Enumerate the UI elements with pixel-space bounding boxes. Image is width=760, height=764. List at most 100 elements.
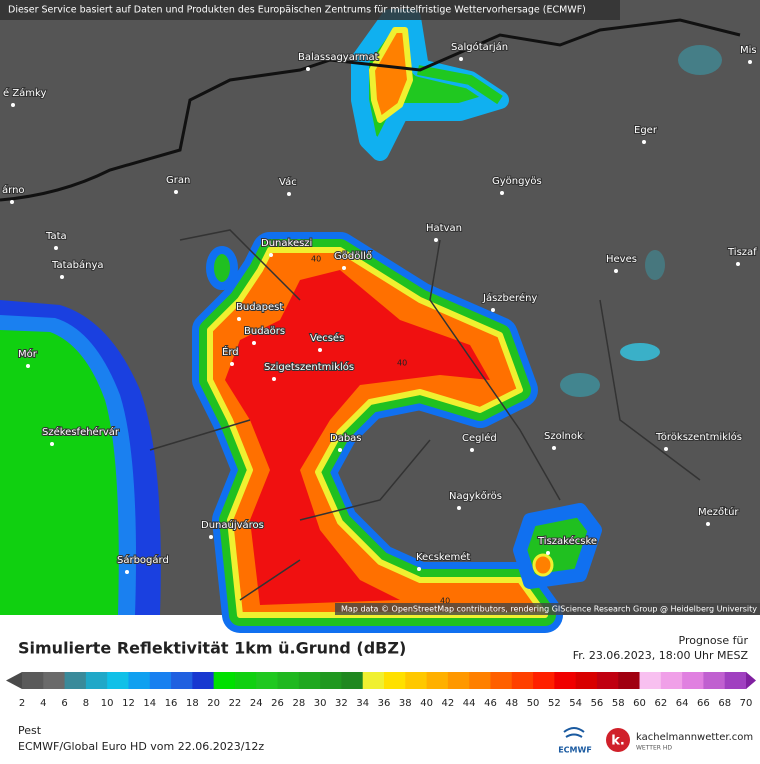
place-label: Vác: [279, 176, 297, 188]
place-dot: [342, 266, 346, 270]
place-dot: [736, 262, 740, 266]
place-dot: [252, 341, 256, 345]
colorbar-tick-label: 68: [718, 698, 731, 709]
place-label: Szolnok: [544, 431, 583, 442]
place-dot: [748, 60, 752, 64]
place-label: Eger: [634, 125, 658, 136]
title: Simulierte Reflektivität 1km ü.Grund (dB…: [18, 639, 406, 658]
banner: Dieser Service basiert auf Daten und Pro…: [8, 5, 586, 16]
colorbar-segment: [490, 672, 513, 689]
place-label: Hatvan: [426, 223, 462, 234]
colorbar-tick-label: 20: [207, 698, 220, 709]
colorbar-tick-label: 42: [442, 698, 455, 709]
colorbar-segment: [639, 672, 662, 689]
place-dot: [26, 364, 30, 368]
place-label: árno: [2, 184, 25, 196]
place-label: Budaörs: [244, 326, 285, 337]
colorbar-tick-label: 40: [420, 698, 433, 709]
svg-text:k.: k.: [611, 734, 625, 749]
place-dot: [457, 506, 461, 510]
colorbar-tick-label: 14: [143, 698, 156, 709]
place-dot: [10, 200, 14, 204]
colorbar-tick-label: 16: [165, 698, 178, 709]
colorbar-segment: [277, 672, 300, 689]
place-label: Dabas: [330, 433, 362, 444]
colorbar-tick-label: 10: [101, 698, 114, 709]
place-label: Dunaújváros: [201, 519, 264, 531]
place-dot: [54, 246, 58, 250]
colorbar-segment: [234, 672, 257, 689]
colorbar-segment: [171, 672, 193, 689]
place-dot: [306, 67, 310, 71]
colorbar-tick-label: 54: [569, 698, 582, 709]
colorbar-segment: [192, 672, 215, 689]
place-label: Tatabánya: [51, 259, 104, 271]
place-dot: [706, 522, 710, 526]
colorbar-tick-label: 2: [19, 698, 25, 709]
place-label: Tata: [45, 231, 67, 242]
forecast-time: Fr. 23.06.2023, 18:00 Uhr MESZ: [573, 649, 749, 662]
place-dot: [642, 140, 646, 144]
colorbar-tick-label: 22: [229, 698, 242, 709]
colorbar-tick-label: 24: [250, 698, 263, 709]
colorbar-segment: [724, 672, 747, 689]
place-dot: [500, 191, 504, 195]
place-dot: [552, 446, 556, 450]
colorbar-tick-label: 4: [40, 698, 46, 709]
place-label: Gran: [166, 175, 190, 186]
place-label: Sárbogárd: [117, 554, 169, 566]
place-label: Mis: [740, 45, 757, 56]
colorbar-segment: [575, 672, 598, 689]
colorbar-tick-label: 52: [548, 698, 561, 709]
colorbar-tick-label: 6: [61, 698, 67, 709]
colorbar-segment: [43, 672, 66, 689]
colorbar-tick-label: 8: [83, 698, 89, 709]
contour-label: 40: [440, 597, 450, 606]
place-dot: [614, 269, 618, 273]
colorbar-arrow: [746, 672, 756, 689]
map: é Zámky árno Balassagyarmat Salgótarján Mis E…: [0, 0, 760, 633]
colorbar-tick-label: 48: [505, 698, 518, 709]
place-label: Tiszakécske: [537, 535, 597, 547]
place-label: Érd: [222, 345, 239, 358]
colorbar-segment: [85, 672, 108, 689]
legend-panel: Simulierte Reflektivität 1km ü.Grund (dB…: [6, 634, 756, 755]
colorbar-segment: [320, 672, 342, 689]
colorbar-tick-label: 60: [633, 698, 646, 709]
place-dot: [60, 275, 64, 279]
place-dot: [546, 551, 550, 555]
colorbar-segment: [107, 672, 129, 689]
place-dot: [209, 535, 213, 539]
colorbar-tick-label: 36: [378, 698, 391, 709]
colorbar-tick-label: 12: [122, 698, 135, 709]
colorbar-segment: [554, 672, 577, 689]
place-label: Gödöllő: [334, 250, 372, 262]
place-dot: [125, 570, 129, 574]
place-dot: [272, 377, 276, 381]
colorbar-segment: [469, 672, 491, 689]
place-label: Gyöngyös: [492, 176, 542, 187]
place-label: Jászberény: [482, 292, 537, 304]
colorbar-tick-label: 38: [399, 698, 412, 709]
place-label: Budapest: [236, 302, 283, 313]
region: Pest: [18, 724, 42, 737]
colorbar-segment: [64, 672, 87, 689]
colorbar-segment: [256, 672, 279, 689]
colorbar-segment: [703, 672, 726, 689]
colorbar-segment: [596, 672, 619, 689]
colorbar-segment: [511, 672, 534, 689]
colorbar-segment: [128, 672, 151, 689]
place-label: Cegléd: [462, 432, 497, 444]
place-dot: [417, 567, 421, 571]
place-label: Kecskemét: [416, 551, 470, 563]
colorbar-segment: [362, 672, 385, 689]
contour-label: 40: [311, 255, 321, 264]
place-dot: [230, 362, 234, 366]
place-dot: [269, 253, 273, 257]
colorbar-segment: [341, 672, 364, 689]
ecmwf-logo: ECMWF: [558, 746, 592, 755]
place-label: Székesfehérvár: [42, 426, 120, 438]
colorbar-tick-label: 28: [292, 698, 305, 709]
